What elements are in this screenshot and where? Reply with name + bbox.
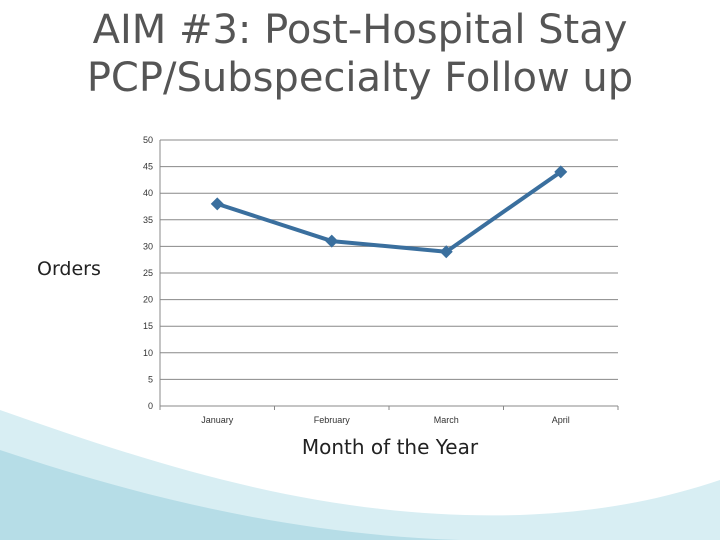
- x-tick-label: January: [201, 415, 234, 425]
- y-tick-label: 30: [143, 241, 153, 251]
- y-tick-label: 25: [143, 268, 153, 278]
- y-tick-label: 45: [143, 162, 153, 172]
- y-tick-labels: 0 5 10 15 20 25 30 35 40 45 50: [143, 135, 153, 411]
- x-tick-label: April: [552, 415, 570, 425]
- y-tick-label: 5: [148, 374, 153, 384]
- y-axis-label: Orders: [37, 258, 101, 280]
- y-tick-label: 50: [143, 135, 153, 145]
- y-tick-label: 15: [143, 321, 153, 331]
- y-tick-label: 40: [143, 188, 153, 198]
- data-point-marker: [439, 245, 453, 259]
- slide-title: AIM #3: Post-Hospital Stay PCP/Subspecia…: [0, 6, 720, 102]
- x-tick-label: February: [314, 415, 351, 425]
- x-tick-label: March: [434, 415, 459, 425]
- wave-mid: [0, 450, 460, 540]
- y-tick-label: 35: [143, 215, 153, 225]
- data-point-marker: [325, 234, 339, 248]
- title-line-1: AIM #3: Post-Hospital Stay: [92, 7, 628, 53]
- data-point-marker: [554, 165, 568, 179]
- data-point-marker: [210, 197, 224, 211]
- title-line-2: PCP/Subspecialty Follow up: [86, 55, 634, 101]
- series-layer: [210, 165, 568, 259]
- y-tick-label: 20: [143, 295, 153, 305]
- x-axis-label: Month of the Year: [301, 435, 479, 459]
- y-tick-label: 0: [148, 401, 153, 411]
- x-tick-labels: January February March April: [201, 415, 570, 425]
- series-line: [216, 170, 562, 254]
- gridlines: [159, 139, 619, 410]
- y-tick-label: 10: [143, 348, 153, 358]
